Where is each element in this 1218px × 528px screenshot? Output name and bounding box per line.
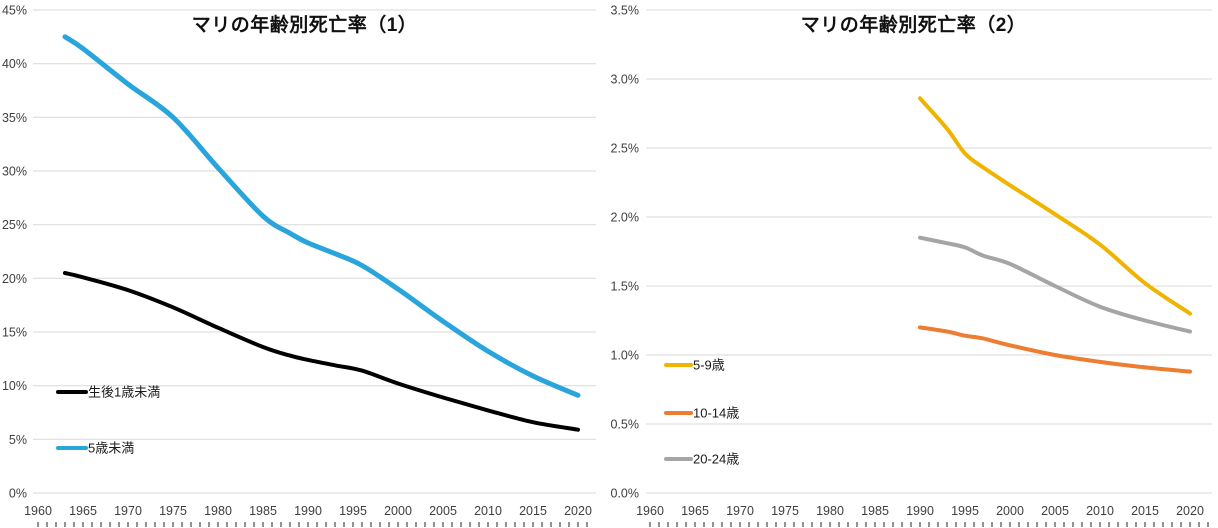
x-axis-tick-label: 2010 [1086, 504, 1114, 518]
series-line-1 [918, 325, 1192, 374]
x-axis-tick-label: 1960 [636, 504, 664, 518]
y-axis-tick-label: 15% [2, 326, 27, 340]
y-axis-tick-label: 3.5% [611, 4, 640, 18]
x-axis-tick-label: 1975 [159, 504, 187, 518]
legend-label-1: 5歳未満 [88, 441, 134, 456]
y-axis-tick-label: 0.0% [611, 487, 640, 501]
series-line-0 [63, 271, 580, 432]
chart-mali-mortality-1: 0% 5% 10% 15% 20% 25% 30% 35% 40% 45% 1960 1965 1970… [2, 4, 596, 527]
y-axis-tick-label: 20% [2, 272, 27, 286]
chart-2-title: マリの年齢別死亡率（2） [800, 15, 1027, 36]
x-axis-tick-label: 2000 [996, 504, 1024, 518]
y-axis-tick-label: 5% [9, 433, 27, 447]
x-axis-tick-label: 1965 [681, 504, 709, 518]
x-axis-tick-label: 1985 [249, 504, 277, 518]
chart-1-plot-area: 0% 5% 10% 15% 20% 25% 30% 35% 40% 45% 1960 1965 1970… [2, 4, 596, 527]
series-line-1 [62, 34, 581, 398]
y-axis-tick-label: 2.0% [611, 211, 640, 225]
x-axis-tick-label: 1960 [24, 504, 52, 518]
y-axis-tick-label: 30% [2, 165, 27, 179]
series-line-2 [918, 235, 1192, 334]
x-axis-tick-label: 1985 [861, 504, 889, 518]
y-axis-tick-label: 0.5% [611, 418, 640, 432]
chart-mali-mortality-2: 0.0% 0.5% 1.0% 1.5% 2.0% 2.5% 3.0% 3.5% 1960 1965… [609, 0, 1218, 528]
x-axis-tick-label: 2020 [1176, 504, 1204, 518]
x-axis-tick-label: 1970 [726, 504, 754, 518]
x-axis-tick-label: 1995 [339, 504, 367, 518]
legend-label-0: 5-9歳 [693, 358, 725, 373]
x-axis-tick-label: 2015 [1131, 504, 1159, 518]
chart-2-plot-area: 0.0% 0.5% 1.0% 1.5% 2.0% 2.5% 3.0% 3.5% 1960 1965… [611, 4, 1212, 527]
y-axis-tick-label: 2.5% [611, 142, 640, 156]
y-axis-tick-label: 1.0% [611, 349, 640, 363]
x-axis-tick-label: 1975 [771, 504, 799, 518]
y-axis-tick-label: 10% [2, 379, 27, 393]
y-axis-tick-label: 3.0% [611, 73, 640, 87]
x-axis-tick-label: 1980 [204, 504, 232, 518]
x-axis-tick-label: 2010 [474, 504, 502, 518]
x-axis-tick-label: 2020 [564, 504, 592, 518]
legend-label-0: 生後1歳未満 [88, 385, 160, 400]
x-axis-tick-label: 2000 [384, 504, 412, 518]
x-axis-tick-label: 1970 [114, 504, 142, 518]
y-axis-tick-label: 0% [9, 487, 27, 501]
legend-label-1: 10-14歳 [693, 406, 739, 421]
series-line-0 [918, 96, 1192, 316]
x-axis-tick-label: 1990 [294, 504, 322, 518]
x-axis-tick-label: 1965 [69, 504, 97, 518]
y-axis-tick-label: 35% [2, 111, 27, 125]
x-axis-tick-label: 2005 [429, 504, 457, 518]
y-axis-tick-label: 40% [2, 57, 27, 71]
y-axis-tick-label: 25% [2, 218, 27, 232]
y-axis-tick-label: 1.5% [611, 280, 640, 294]
x-axis-tick-label: 1990 [906, 504, 934, 518]
chart-1-title: マリの年齢別死亡率（1） [191, 15, 418, 36]
x-axis-tick-label: 2015 [519, 504, 547, 518]
x-axis-tick-label: 1995 [951, 504, 979, 518]
x-axis-tick-label: 2005 [1041, 504, 1069, 518]
legend-label-2: 20-24歳 [693, 452, 739, 467]
y-axis-tick-label: 45% [2, 4, 27, 18]
x-axis-tick-label: 1980 [816, 504, 844, 518]
